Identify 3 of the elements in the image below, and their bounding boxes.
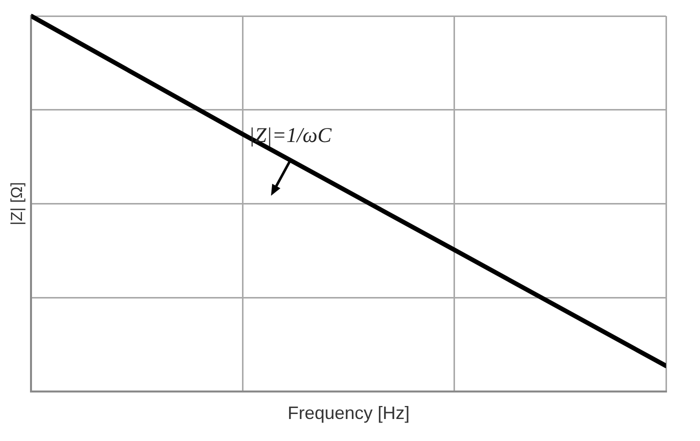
y-axis-title: |Z| [Ω] — [9, 182, 26, 226]
x-axis-title: Frequency [Hz] — [288, 403, 410, 424]
annotation: |Z|=1/ωC — [248, 122, 332, 147]
